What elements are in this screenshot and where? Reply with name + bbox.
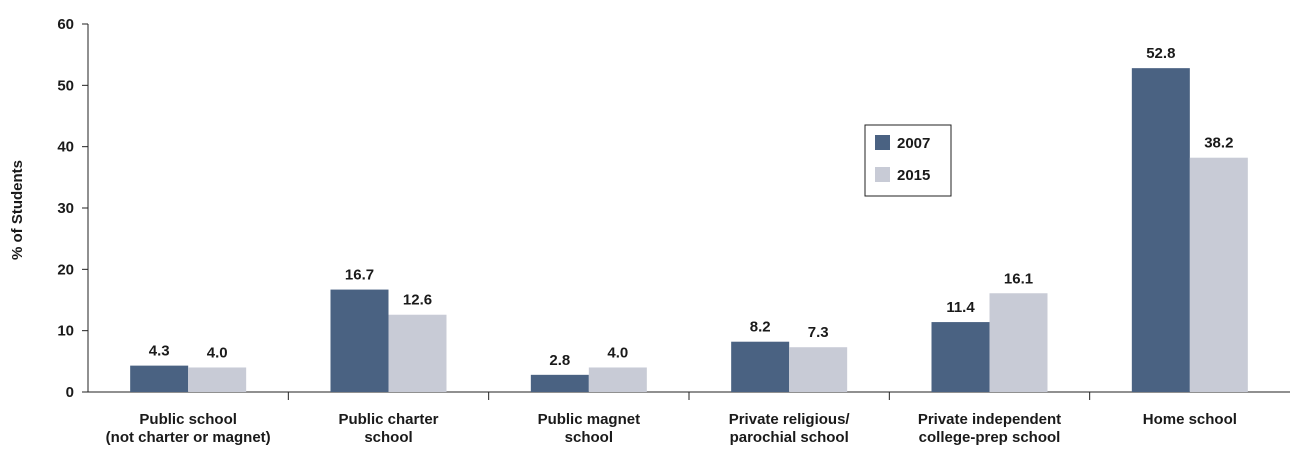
y-tick-label: 10 bbox=[57, 323, 74, 340]
bar-2015 bbox=[388, 314, 447, 392]
y-tick-label: 0 bbox=[66, 384, 74, 401]
legend-label: 2007 bbox=[897, 135, 930, 152]
bar-value-label: 8.2 bbox=[750, 319, 771, 336]
bar-value-label: 52.8 bbox=[1146, 45, 1175, 62]
bar-value-label: 38.2 bbox=[1204, 135, 1233, 152]
bar-value-label: 4.3 bbox=[149, 343, 170, 360]
x-category-label: Private independent college-prep school bbox=[918, 411, 1061, 446]
y-tick-label: 50 bbox=[57, 77, 74, 94]
bar-value-label: 16.1 bbox=[1004, 270, 1033, 287]
bar-2007 bbox=[931, 322, 990, 392]
bar-2015 bbox=[188, 367, 247, 392]
bar-2015 bbox=[1189, 157, 1248, 392]
legend-swatch bbox=[875, 167, 890, 182]
bar-2007 bbox=[330, 289, 389, 392]
y-tick-label: 30 bbox=[57, 200, 74, 217]
bar-2015 bbox=[989, 293, 1048, 392]
legend-swatch bbox=[875, 135, 890, 150]
legend-box bbox=[864, 124, 952, 197]
legend-label: 2015 bbox=[897, 167, 930, 184]
x-category-label: Public school (not charter or magnet) bbox=[106, 411, 271, 446]
y-axis-title: % of Students bbox=[9, 160, 26, 260]
bar-value-label: 4.0 bbox=[607, 344, 628, 361]
bars bbox=[130, 68, 1248, 392]
bar-2015 bbox=[588, 367, 647, 392]
bar-value-label: 16.7 bbox=[345, 267, 374, 284]
bar-2015 bbox=[789, 347, 848, 392]
x-category-label: Public magnet school bbox=[538, 411, 641, 446]
bar-2007 bbox=[130, 365, 189, 392]
data-labels: 4.3 16.7 2.8 8.2 11.4 52.8 4.0 12.6 4.0 7.3 16.1 38… bbox=[149, 45, 1234, 369]
y-axis: 0 10 20 30 40 50 60 bbox=[57, 16, 89, 401]
bar-2007 bbox=[1131, 68, 1190, 392]
bar-value-label: 7.3 bbox=[808, 324, 829, 341]
x-category-label: Private religious/parochial school bbox=[729, 411, 851, 446]
x-axis: Public school (not charter or magnet) Publ… bbox=[88, 391, 1290, 446]
x-category-label: Home school bbox=[1143, 411, 1237, 428]
bar-2007 bbox=[731, 341, 790, 392]
bar-value-label: 11.4 bbox=[946, 299, 975, 316]
y-tick-label: 40 bbox=[57, 139, 74, 156]
y-tick-label: 60 bbox=[57, 16, 74, 33]
y-tick-label: 20 bbox=[57, 261, 74, 278]
bar-value-label: 4.0 bbox=[207, 344, 228, 361]
bar-value-label: 2.8 bbox=[549, 352, 570, 369]
bar-2007 bbox=[530, 374, 589, 392]
x-category-label: Public charter school bbox=[338, 411, 438, 446]
legend: 2007 2015 bbox=[864, 124, 952, 197]
bar-value-label: 12.6 bbox=[403, 292, 432, 309]
